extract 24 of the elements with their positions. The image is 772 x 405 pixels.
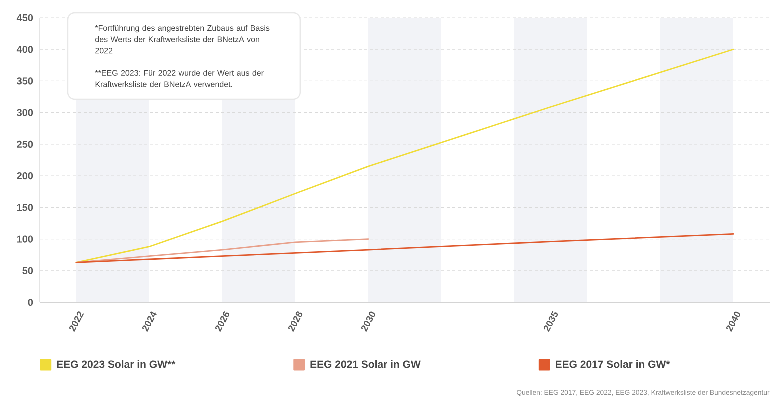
- x-tick-label: 2024: [142, 311, 157, 332]
- y-tick-label: 50: [22, 267, 34, 274]
- y-tick-label: 100: [17, 236, 34, 243]
- line-series: [76, 48, 734, 264]
- x-tick-label: 2035: [544, 311, 558, 332]
- x-tick-label: 2022: [69, 312, 84, 332]
- annotation: *Fortführung des angestrebten Zubaus auf Basis des Werts der Kraftwerksliste der BNetzA von 2022: [95, 25, 270, 54]
- y-tick-label: 450: [16, 14, 34, 22]
- legend-label: EEG 2017 Solar in GW*: [556, 360, 670, 368]
- x-tick-label: 2030: [361, 312, 376, 332]
- y-tick-label: 400: [16, 46, 34, 54]
- x-tick-label: 2040: [726, 312, 740, 332]
- y-tick-label: 350: [17, 78, 34, 85]
- x-tick-label: 2026: [215, 312, 230, 332]
- annotation: **EEG 2023: Für 2022 wurde der Wert aus der Kraftwerksliste der BNetzA verwendet.: [95, 70, 264, 88]
- y-tick-label: 0: [28, 298, 34, 306]
- y-tick-label: 200: [17, 172, 34, 180]
- legend-label: EEG 2023 Solar in GW**: [57, 360, 176, 368]
- y-tick-label: 250: [17, 140, 34, 148]
- x-tick-label: 2028: [288, 312, 303, 332]
- line-series: [76, 234, 734, 264]
- legend-label: EEG 2021 Solar in GW: [310, 360, 421, 368]
- y-tick-label: 300: [17, 109, 34, 116]
- y-tick-label: 150: [17, 204, 34, 212]
